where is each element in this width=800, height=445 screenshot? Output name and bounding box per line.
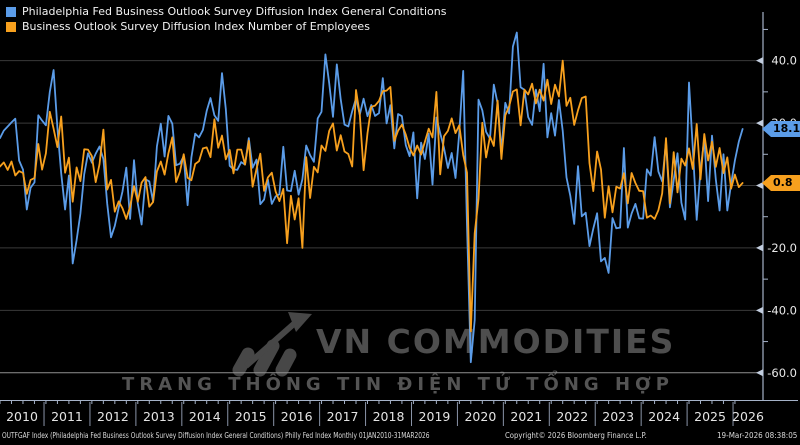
timestamp: 19-Mar-2026 08:38:05 (716, 431, 797, 440)
legend-swatch-blue-icon (6, 6, 16, 17)
x-axis-year-label: 2010 (6, 409, 38, 424)
x-axis-year-label: 2016 (281, 409, 313, 424)
series-line-general-conditions (0, 31, 744, 364)
x-axis-year-label: 2026 (732, 409, 764, 424)
x-axis-year-label: 2013 (143, 409, 175, 424)
x-axis-year-label: 2023 (602, 409, 634, 424)
legend-item-general-conditions[interactable]: Philadelphia Fed Business Outlook Survey… (6, 4, 446, 19)
x-axis-year-label: 2024 (648, 409, 680, 424)
last-value-badge-general-conditions: 18.1 (762, 121, 800, 137)
chart-legend: Philadelphia Fed Business Outlook Survey… (6, 4, 446, 34)
y-axis-label: -60.0 (767, 366, 797, 380)
x-axis-year-label: 2015 (235, 409, 267, 424)
copyright-text: Copyright© 2026 Bloomberg Finance L.P. (505, 431, 647, 440)
x-axis-year-label: 2017 (327, 409, 359, 424)
x-axis-year-label: 2012 (97, 409, 129, 424)
status-bar: OUTFGAF Index (Philadelphia Fed Business… (0, 428, 800, 445)
watermark-title: VN COMMODITIES (316, 322, 676, 361)
ticker-description: OUTFGAF Index (Philadelphia Fed Business… (2, 431, 430, 440)
growth-arrow-logo-icon (232, 312, 312, 377)
y-axis-tick-arrow-icon (756, 244, 763, 252)
y-axis-tick-arrow-icon (756, 369, 763, 377)
legend-item-employees[interactable]: Business Outlook Survey Diffusion Index … (6, 19, 446, 34)
y-axis-tick-arrow-icon (756, 182, 763, 189)
x-axis-year-label: 2021 (510, 409, 542, 424)
x-axis-year-label: 2025 (694, 409, 726, 424)
y-axis-tick-arrow-icon (756, 119, 763, 127)
watermark-subtitle: TRANG THÔNG TIN ĐIỆN TỬ TỔNG HỢP (122, 374, 674, 395)
legend-label-general-conditions: Philadelphia Fed Business Outlook Survey… (22, 5, 447, 18)
x-axis-year-label: 2020 (464, 409, 496, 424)
y-axis-label: -20.0 (767, 241, 797, 255)
x-axis-year-label: 2011 (51, 409, 83, 424)
x-axis-year-label: 2019 (419, 409, 451, 424)
legend-swatch-orange-icon (6, 21, 16, 32)
y-axis-tick-arrow-icon (756, 57, 763, 65)
series-line-employees (0, 59, 744, 333)
y-axis-label: 40.0 (771, 54, 797, 68)
y-axis-label: -40.0 (767, 303, 797, 317)
x-axis-year-label: 2014 (189, 409, 221, 424)
x-axis-year-label: 2018 (373, 409, 405, 424)
y-axis-tick-arrow-icon (756, 306, 763, 314)
last-value-badge-employees: 0.8 (762, 175, 800, 191)
x-axis-year-label: 2022 (556, 409, 588, 424)
legend-label-employees: Business Outlook Survey Diffusion Index … (22, 20, 370, 33)
